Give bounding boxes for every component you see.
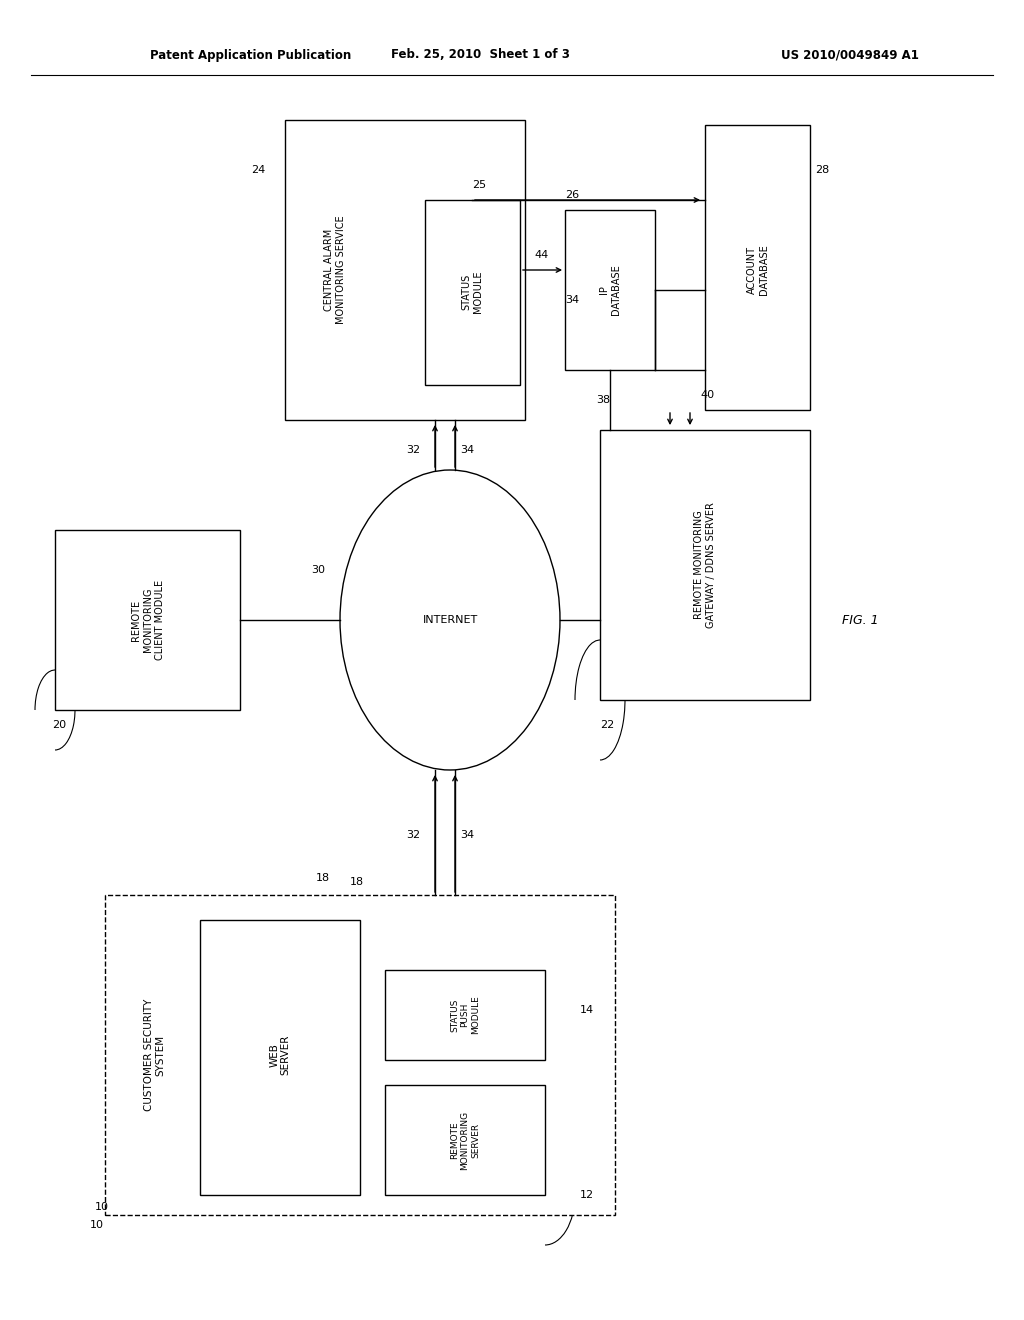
Text: IP
DATABASE: IP DATABASE	[599, 264, 621, 315]
Bar	[55, 531, 240, 710]
Text: ACCOUNT
DATABASE: ACCOUNT DATABASE	[748, 244, 769, 296]
Ellipse shape	[340, 470, 560, 770]
Text: Patent Application Publication: Patent Application Publication	[150, 49, 351, 62]
Text: FIG. 1: FIG. 1	[842, 614, 879, 627]
Text: REMOTE MONITORING
GATEWAY / DDNS SERVER: REMOTE MONITORING GATEWAY / DDNS SERVER	[694, 502, 716, 628]
Text: 32: 32	[406, 830, 420, 840]
Bar	[705, 125, 810, 411]
Bar	[425, 201, 520, 385]
Text: 44: 44	[535, 249, 549, 260]
Text: 14: 14	[580, 1005, 594, 1015]
Bar	[385, 970, 545, 1060]
Text: INTERNET: INTERNET	[422, 615, 477, 624]
Text: 24: 24	[251, 165, 265, 176]
Text: REMOTE
MONITORING
SERVER: REMOTE MONITORING SERVER	[451, 1110, 480, 1170]
Text: 12: 12	[580, 1191, 594, 1200]
Text: 10: 10	[95, 1203, 109, 1212]
Text: 34: 34	[460, 445, 474, 455]
Text: 10: 10	[90, 1220, 104, 1230]
Text: STATUS
PUSH
MODULE: STATUS PUSH MODULE	[451, 995, 480, 1035]
Text: 28: 28	[815, 165, 829, 176]
Text: WEB
SERVER: WEB SERVER	[269, 1035, 291, 1076]
Text: 18: 18	[350, 876, 365, 887]
Text: 26: 26	[565, 190, 580, 201]
Text: 22: 22	[600, 719, 614, 730]
Bar	[105, 895, 615, 1214]
Text: Feb. 25, 2010  Sheet 1 of 3: Feb. 25, 2010 Sheet 1 of 3	[390, 49, 569, 62]
Text: 40: 40	[700, 389, 714, 400]
Text: 34: 34	[565, 294, 580, 305]
Text: 34: 34	[460, 830, 474, 840]
Text: 32: 32	[406, 445, 420, 455]
Bar	[200, 920, 360, 1195]
Text: 38: 38	[596, 395, 610, 405]
Text: 18: 18	[315, 873, 330, 883]
Text: 30: 30	[311, 565, 325, 576]
Bar	[565, 210, 655, 370]
Bar	[385, 1085, 545, 1195]
Text: CENTRAL ALARM
MONITORING SERVICE: CENTRAL ALARM MONITORING SERVICE	[325, 215, 346, 325]
Text: REMOTE
MONITORING
CLIENT MODULE: REMOTE MONITORING CLIENT MODULE	[131, 579, 165, 660]
Text: 20: 20	[52, 719, 67, 730]
Bar	[285, 120, 525, 420]
Text: 25: 25	[472, 180, 486, 190]
Text: STATUS
MODULE: STATUS MODULE	[461, 271, 482, 313]
Text: CUSTOMER SECURITY
SYSTEM: CUSTOMER SECURITY SYSTEM	[144, 999, 166, 1111]
Text: US 2010/0049849 A1: US 2010/0049849 A1	[781, 49, 919, 62]
Bar	[600, 430, 810, 700]
